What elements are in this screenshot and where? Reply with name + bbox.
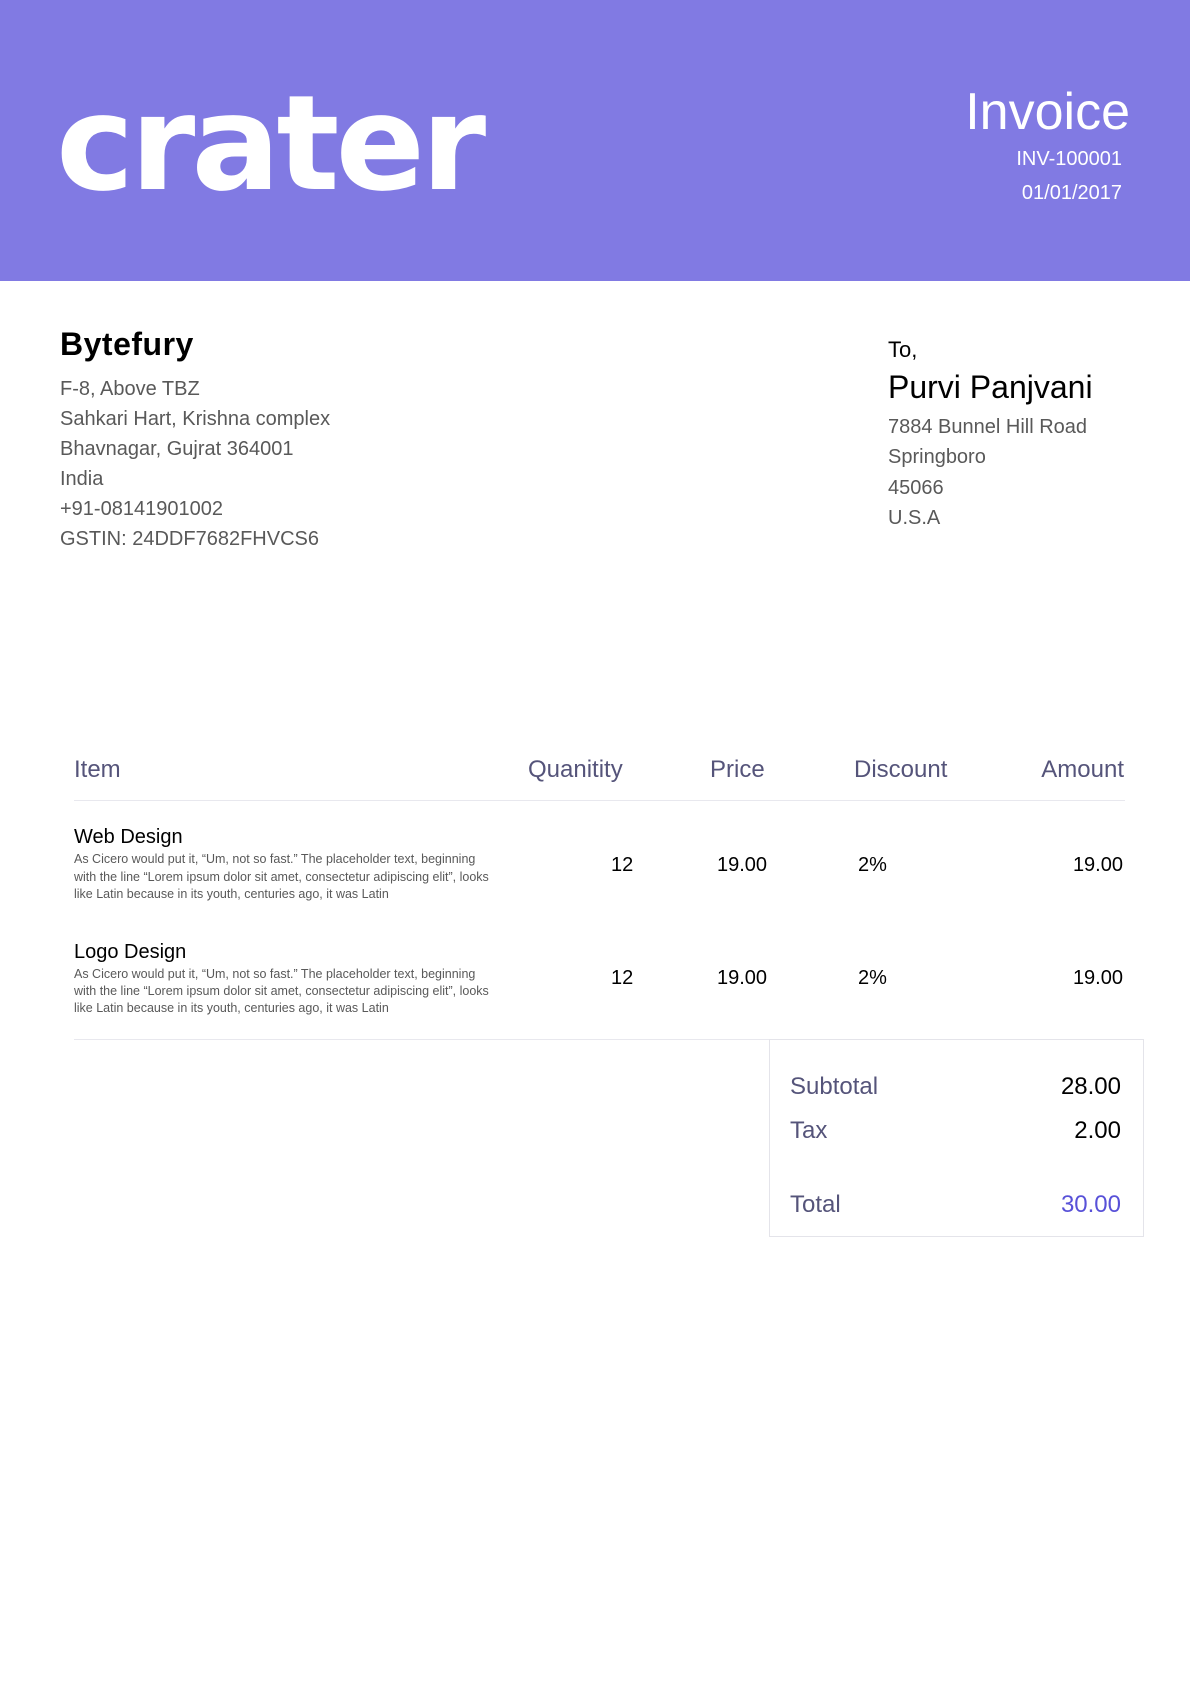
invoice-date: 01/01/2017 [1021,182,1122,204]
company-address-line: F-8, Above TBZ [60,378,200,400]
item-title: Web Design [74,826,183,848]
invoice-number: INV-100001 [1016,148,1122,170]
item-discount: 2% [858,854,887,876]
item-amount: 19.00 [1072,967,1123,989]
totals-box [769,1039,1144,1237]
client-name: Purvi Panjvani [888,369,1093,405]
item-description: with the line “Lorem ipsum dolor sit ame… [74,984,489,998]
crater-logo: crater [56,67,486,221]
total-value: 30.00 [1060,1191,1121,1218]
client-address-line: Springboro [888,446,986,468]
invoice-title: Invoice [965,83,1130,141]
to-label: To, [888,337,918,362]
item-discount: 2% [858,967,887,989]
item-price: 19.00 [717,854,768,876]
column-header-item: Item [74,756,121,783]
item-price: 19.00 [717,967,768,989]
item-description: As Cicero would put it, “Um, not so fast… [74,967,476,981]
client-address-line: 7884 Bunnel Hill Road [888,416,1088,438]
subtotal-label: Subtotal [790,1073,879,1100]
column-header-price: Price [710,756,765,783]
company-name: Bytefury [60,326,194,362]
client-address-line: U.S.A [888,507,941,529]
header-divider [74,800,1125,801]
column-header-discount: Discount [854,756,948,783]
company-gstin: GSTIN: 24DDF7682FHVCS6 [60,528,319,550]
item-description: like Latin because in its youth, centuri… [74,1001,389,1015]
column-header-amount: Amount [1041,756,1124,783]
company-address-line: Sahkari Hart, Krishna complex [60,408,331,430]
subtotal-value: 28.00 [1060,1073,1121,1100]
item-title: Logo Design [74,941,187,963]
item-description: with the line “Lorem ipsum dolor sit ame… [74,870,489,884]
column-header-quantity: Quanitity [528,756,623,783]
company-address-line: Bhavnagar, Gujrat 364001 [60,438,294,460]
total-label: Total [790,1191,841,1218]
company-phone: +91-08141901002 [60,498,223,520]
item-amount: 19.00 [1072,854,1123,876]
invoice-header: crater Invoice INV-100001 01/01/2017 [0,0,1190,281]
rows-divider [74,1039,769,1040]
item-description: As Cicero would put it, “Um, not so fast… [74,852,476,866]
item-description: like Latin because in its youth, centuri… [74,887,389,901]
item-quantity: 12 [611,854,634,876]
client-address-line: 45066 [888,477,944,499]
tax-value: 2.00 [1074,1117,1121,1144]
tax-label: Tax [790,1117,828,1144]
company-address-line: India [60,468,104,490]
item-quantity: 12 [611,967,634,989]
